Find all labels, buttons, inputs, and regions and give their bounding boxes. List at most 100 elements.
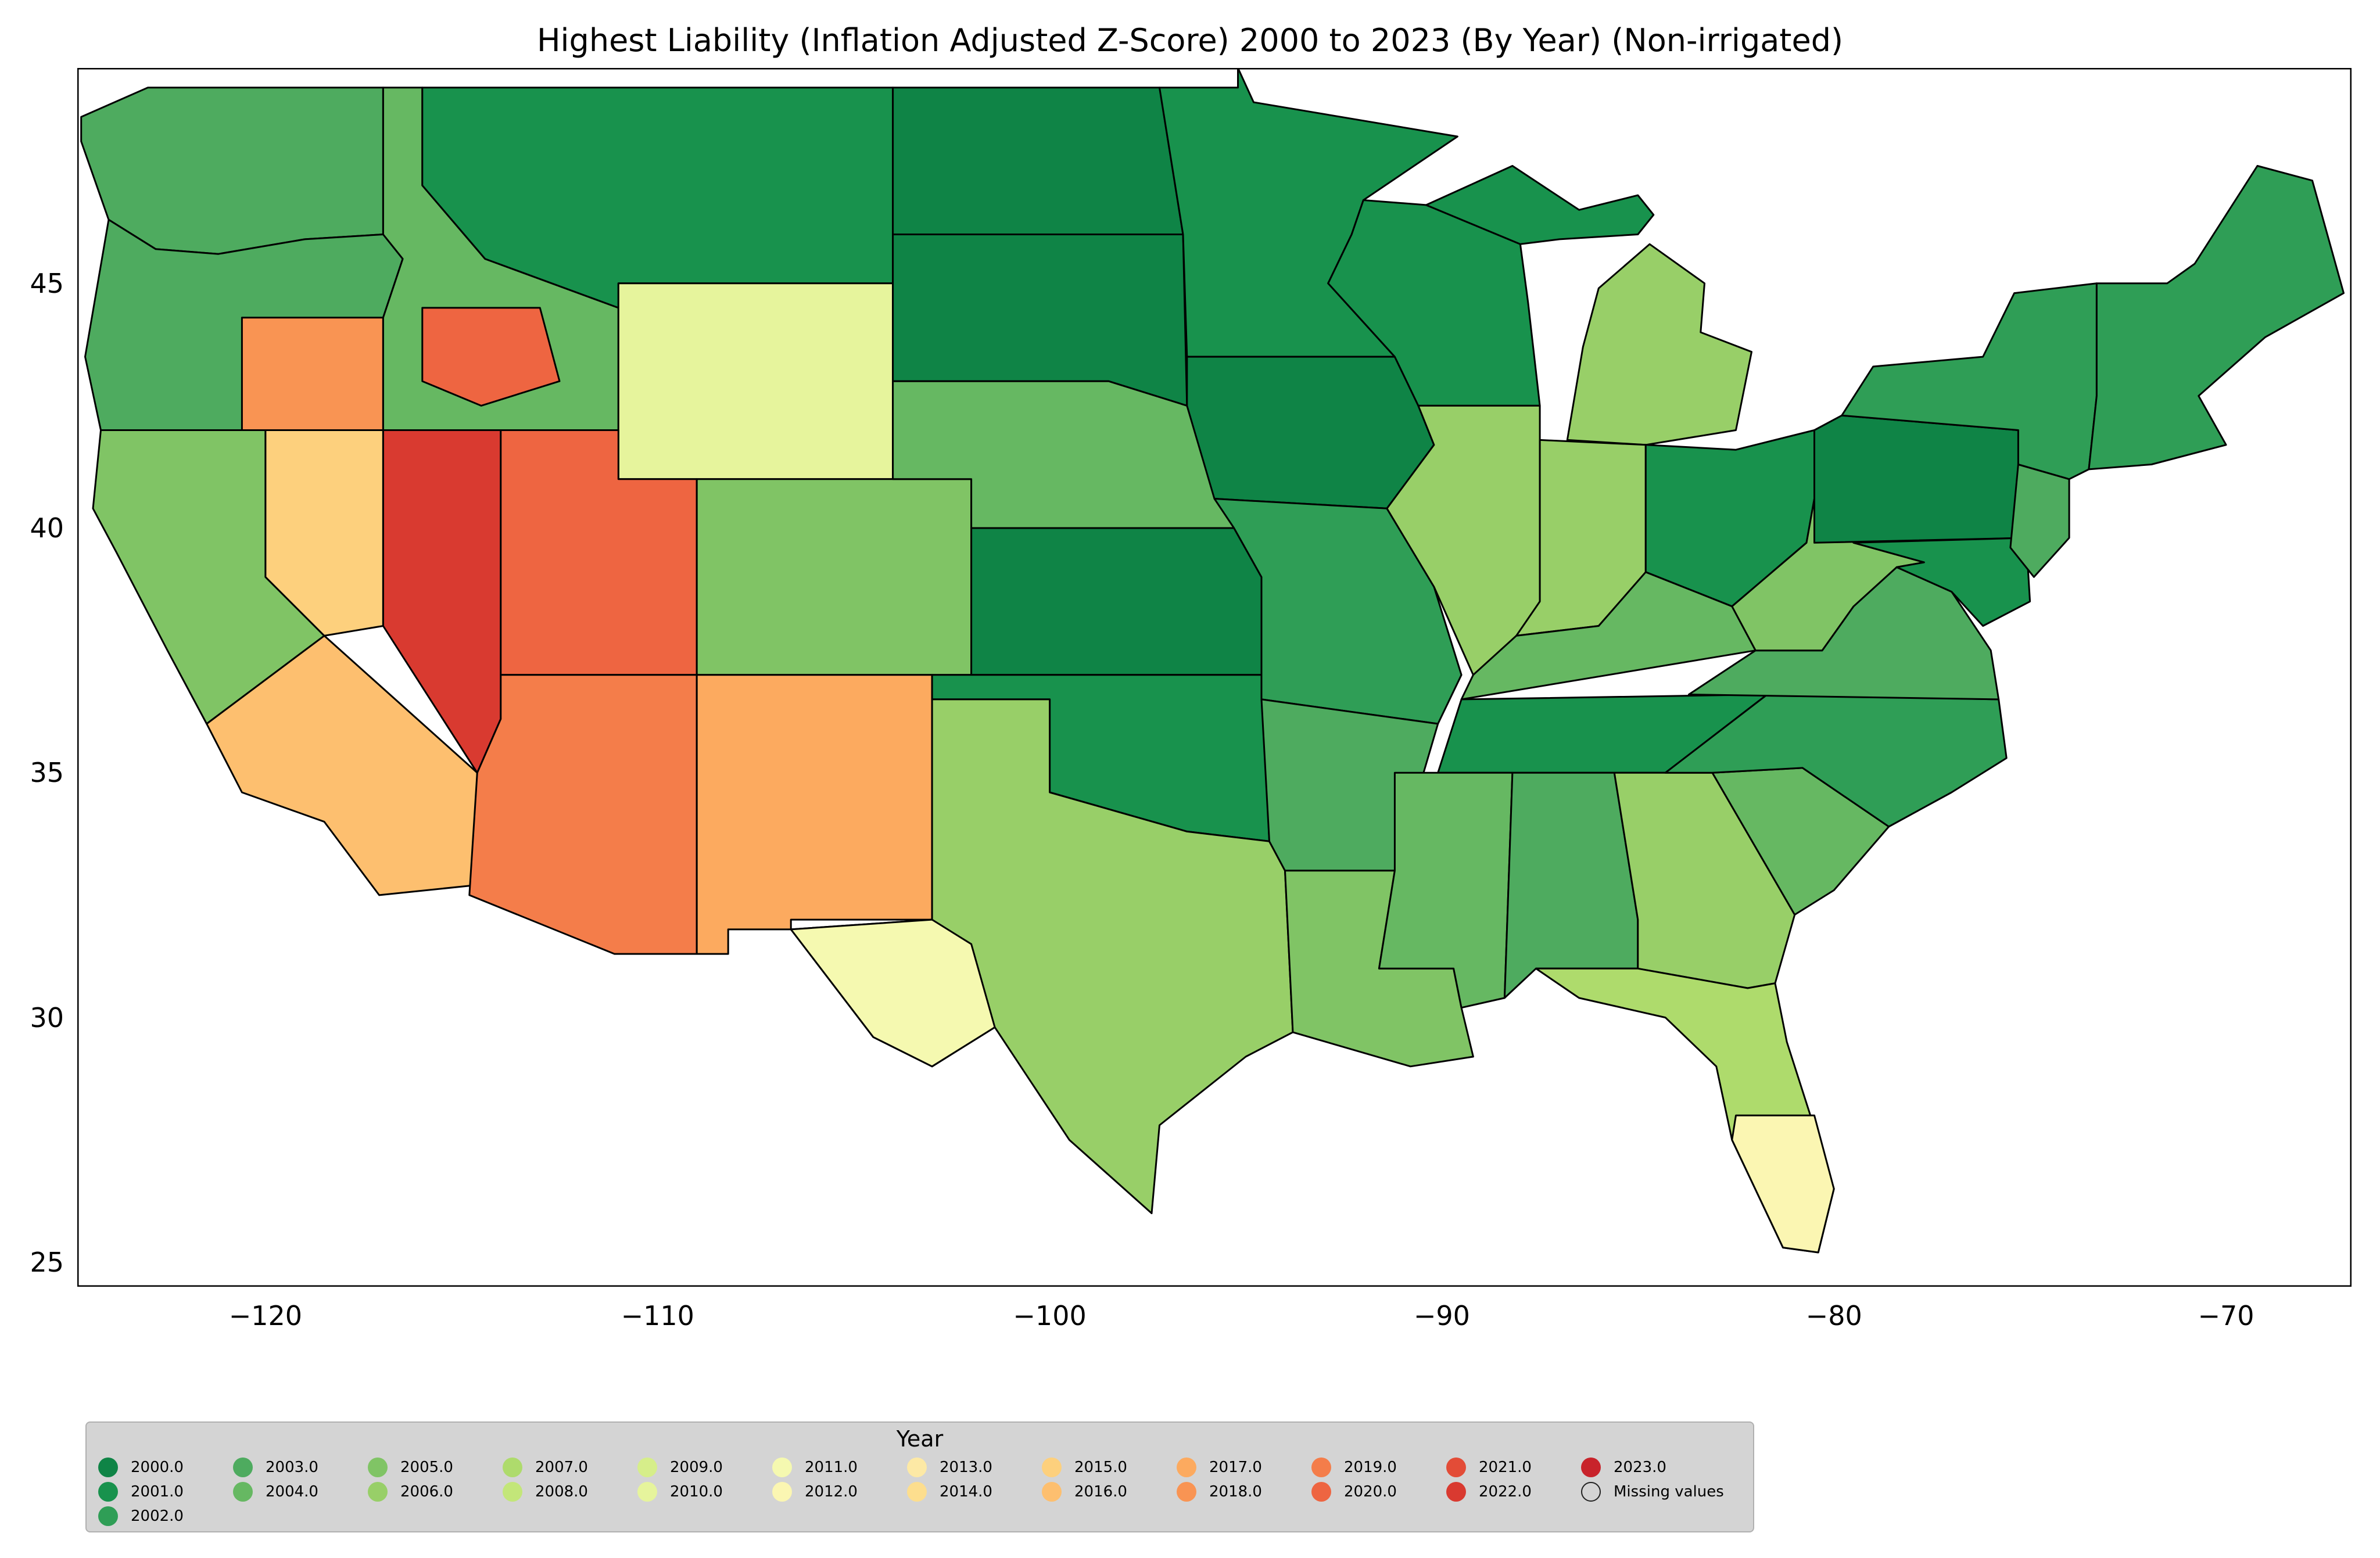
region-kansas xyxy=(970,527,1263,676)
legend-swatch xyxy=(637,1458,657,1477)
legend-label: 2006.0 xyxy=(400,1483,453,1500)
legend-swatch xyxy=(98,1482,118,1502)
legend: Year 2000.0 2001.0 2002.0 2003.0 2004.0 2005.… xyxy=(85,1421,1754,1532)
region-idaho-s xyxy=(421,307,561,407)
legend-item: 2006.0 xyxy=(368,1482,453,1502)
legend-swatch xyxy=(1177,1458,1196,1477)
x-tick-label: −80 xyxy=(1805,1300,1862,1331)
legend-item: 2005.0 xyxy=(368,1458,453,1477)
legend-item: 2023.0 xyxy=(1581,1458,1666,1477)
y-tick-marks xyxy=(77,282,78,1263)
region-wyoming xyxy=(617,282,894,480)
legend-swatch xyxy=(1042,1482,1062,1502)
region-washington xyxy=(80,87,384,255)
region-alabama xyxy=(1503,771,1639,999)
county-regions xyxy=(80,68,2345,1254)
legend-item: 2019.0 xyxy=(1311,1458,1397,1477)
x-tick-label: −120 xyxy=(228,1300,303,1331)
legend-swatch xyxy=(907,1482,927,1502)
legend-swatch xyxy=(907,1458,927,1477)
legend-label: 2015.0 xyxy=(1074,1459,1127,1476)
legend-swatch xyxy=(233,1458,253,1477)
x-tick-label: −100 xyxy=(1013,1300,1087,1331)
y-tick-label: 35 xyxy=(30,757,64,789)
legend-label: 2009.0 xyxy=(670,1459,723,1476)
legend-label: 2013.0 xyxy=(940,1459,992,1476)
legend-item: 2017.0 xyxy=(1177,1458,1262,1477)
legend-swatch xyxy=(368,1482,388,1502)
legend-label: 2008.0 xyxy=(535,1483,588,1500)
y-tick-label: 25 xyxy=(30,1246,64,1278)
legend-item: 2007.0 xyxy=(503,1458,588,1477)
y-tick-label: 30 xyxy=(30,1001,64,1033)
legend-label: 2021.0 xyxy=(1479,1459,1532,1476)
legend-label: 2018.0 xyxy=(1209,1483,1262,1500)
legend-item: 2008.0 xyxy=(503,1482,588,1502)
legend-label: 2014.0 xyxy=(940,1483,992,1500)
legend-swatch xyxy=(98,1458,118,1477)
legend-label: 2003.0 xyxy=(266,1459,318,1476)
region-nevada-w xyxy=(264,429,384,637)
legend-swatch xyxy=(1177,1482,1196,1502)
legend-label: 2007.0 xyxy=(535,1459,588,1476)
region-colorado xyxy=(696,478,973,676)
legend-item: 2018.0 xyxy=(1177,1482,1262,1502)
y-tick-label: 40 xyxy=(30,512,64,544)
region-new-england xyxy=(2088,165,2345,471)
legend-item: 2010.0 xyxy=(637,1482,723,1502)
region-oregon-se xyxy=(241,317,384,431)
legend-swatch xyxy=(772,1482,792,1502)
map-plot xyxy=(77,68,2352,1287)
legend-item: 2003.0 xyxy=(233,1458,318,1477)
legend-swatch xyxy=(503,1458,522,1477)
region-wisconsin xyxy=(1327,199,1541,407)
legend-item: 2012.0 xyxy=(772,1482,858,1502)
legend-swatch xyxy=(1311,1482,1331,1502)
legend-item: 2000.0 xyxy=(98,1458,184,1477)
x-tick-label: −70 xyxy=(2198,1300,2254,1331)
region-florida-s xyxy=(1731,1114,1835,1254)
legend-item: 2009.0 xyxy=(637,1458,723,1477)
legend-swatch xyxy=(1581,1482,1601,1502)
legend-item: Missing values xyxy=(1581,1482,1724,1502)
legend-label: 2000.0 xyxy=(131,1459,184,1476)
legend-label: 2012.0 xyxy=(805,1483,858,1500)
legend-item: 2021.0 xyxy=(1446,1458,1532,1477)
legend-label: 2011.0 xyxy=(805,1459,858,1476)
legend-swatch xyxy=(1446,1482,1466,1502)
legend-label: 2019.0 xyxy=(1344,1459,1397,1476)
legend-label: 2001.0 xyxy=(131,1483,184,1500)
legend-label: 2020.0 xyxy=(1344,1483,1397,1500)
region-pennsylvania xyxy=(1813,414,2043,544)
legend-label: 2022.0 xyxy=(1479,1483,1532,1500)
x-tick-label: −90 xyxy=(1413,1300,1470,1331)
x-tick-label: −110 xyxy=(621,1300,694,1331)
legend-item: 2016.0 xyxy=(1042,1482,1127,1502)
region-south-dakota xyxy=(892,234,1188,407)
region-texas-w xyxy=(790,918,996,1068)
legend-label: 2010.0 xyxy=(670,1483,723,1500)
legend-swatch xyxy=(368,1458,388,1477)
region-iowa xyxy=(1186,356,1435,509)
legend-swatch xyxy=(1042,1458,1062,1477)
region-new-mexico xyxy=(696,674,933,955)
legend-swatch xyxy=(98,1506,118,1526)
legend-swatch xyxy=(1446,1458,1466,1477)
legend-swatch xyxy=(1581,1458,1601,1477)
region-michigan-up xyxy=(1425,165,1655,245)
legend-swatch xyxy=(772,1458,792,1477)
legend-swatch xyxy=(1311,1458,1331,1477)
legend-label: 2004.0 xyxy=(266,1483,318,1500)
legend-item: 2020.0 xyxy=(1311,1482,1397,1502)
legend-item: 2022.0 xyxy=(1446,1482,1532,1502)
region-michigan xyxy=(1566,243,1752,446)
legend-item: 2015.0 xyxy=(1042,1458,1127,1477)
legend-label: 2016.0 xyxy=(1074,1483,1127,1500)
plot-frame xyxy=(77,68,2352,1287)
legend-swatch xyxy=(503,1482,522,1502)
legend-label: Missing values xyxy=(1614,1483,1724,1500)
legend-item: 2001.0 xyxy=(98,1482,184,1502)
legend-item: 2002.0 xyxy=(98,1506,184,1526)
legend-label: 2002.0 xyxy=(131,1507,184,1525)
legend-label: 2023.0 xyxy=(1614,1459,1666,1476)
